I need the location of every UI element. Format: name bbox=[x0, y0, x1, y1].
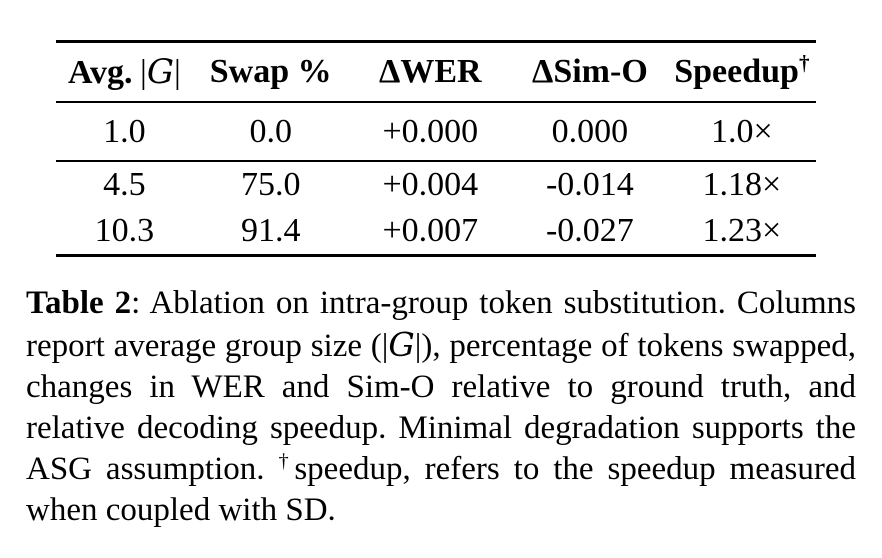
caption-text-3: speedup, refers to the speedup measured … bbox=[26, 451, 856, 528]
caption-separator: : bbox=[131, 285, 150, 321]
table-cell: 0.0 bbox=[249, 112, 292, 150]
table-cell: +0.007 bbox=[382, 212, 479, 249]
dagger-footnote-mark: † bbox=[798, 50, 810, 75]
caption-text-1: Ablation on intra-group token substituti… bbox=[26, 285, 857, 364]
caption-text-2: |), percentage of tokens swapped, change… bbox=[26, 328, 856, 487]
table-mid-rule bbox=[56, 160, 816, 162]
table-top-rule bbox=[56, 40, 816, 43]
group-size-math: |G| bbox=[140, 52, 181, 92]
header-delta-sim-o: ΔSim-O bbox=[532, 53, 648, 90]
table-cell: 4.5 bbox=[103, 166, 146, 203]
table-cell: +0.004 bbox=[382, 166, 479, 203]
script-g-symbol: G bbox=[146, 52, 174, 92]
table-cell: +0.000 bbox=[382, 112, 479, 150]
table-cell: 10.3 bbox=[94, 212, 155, 249]
table-row-baseline: 1.0 0.0 +0.000 0.000 1.0× bbox=[56, 103, 816, 160]
table-cell: 91.4 bbox=[240, 212, 301, 249]
caption-label: Table 2 bbox=[26, 285, 132, 321]
table-cell: 0.000 bbox=[551, 112, 629, 150]
header-avg-label: Avg. bbox=[68, 54, 133, 91]
dagger-footnote-mark: † bbox=[278, 450, 295, 472]
script-g-symbol: G bbox=[388, 325, 415, 364]
ablation-table: Avg. |G| Swap % ΔWER ΔSim-O Speedup† 1.0 … bbox=[56, 40, 816, 257]
header-speedup: Speedup† bbox=[674, 50, 810, 90]
table-cell: -0.014 bbox=[545, 166, 634, 203]
table-cell: -0.027 bbox=[545, 212, 634, 249]
table-cell: 1.0× bbox=[711, 112, 773, 150]
table-bottom-rule bbox=[56, 254, 816, 257]
table-row: 10.3 91.4 +0.007 -0.027 1.23× bbox=[56, 208, 816, 254]
table-cell: 1.0 bbox=[103, 112, 146, 150]
table-cell: 1.23× bbox=[702, 212, 782, 249]
header-swap-percent: Swap % bbox=[209, 53, 332, 90]
header-avg-group-size: Avg. |G| bbox=[56, 52, 193, 92]
table-header-rule bbox=[56, 101, 816, 103]
table-cell: 75.0 bbox=[240, 166, 301, 203]
table-cell: 1.18× bbox=[702, 166, 782, 203]
table-caption: Table 2: Ablation on intra-group token s… bbox=[26, 283, 856, 531]
table-row: 4.5 75.0 +0.004 -0.014 1.18× bbox=[56, 162, 816, 208]
header-delta-wer: ΔWER bbox=[379, 53, 482, 90]
table-header-row: Avg. |G| Swap % ΔWER ΔSim-O Speedup† bbox=[56, 43, 816, 101]
